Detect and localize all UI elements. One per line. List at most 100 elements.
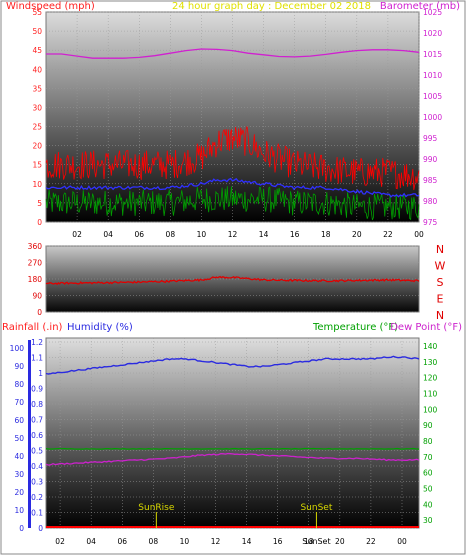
compass-label: W	[435, 260, 446, 273]
wind-x-tick-label: 14	[259, 230, 269, 239]
rain-tick-label: 0.8	[31, 400, 43, 409]
humidity-x-tick-label: 14	[242, 537, 252, 546]
wind-series	[45, 48, 420, 221]
baro-tick-label: 995	[423, 134, 438, 143]
compass-label: E	[437, 293, 444, 306]
dewpoint-axis-title: Dew Point (°F)	[390, 322, 462, 333]
wind-tick-label: 15	[32, 161, 42, 170]
wind-tick-label: 20	[32, 142, 42, 151]
temperature-tick-label: 110	[423, 389, 438, 398]
rain-tick-label: 0.2	[31, 493, 43, 502]
dir-tick-label: 0	[37, 308, 42, 317]
baro-tick-label: 975	[423, 218, 438, 227]
baro-tick-label: 1015	[423, 50, 442, 59]
wind-x-tick-label: 06	[134, 230, 144, 239]
wind-tick-label: 0	[37, 218, 42, 227]
wind-tick-label: 55	[32, 8, 42, 17]
humidity-series-line	[45, 355, 420, 375]
humidity-x-tick-label: 10	[180, 537, 190, 546]
baro-tick-label: 1010	[423, 71, 442, 80]
dir-tick-label: 90	[32, 292, 42, 301]
rainfall-axis-title: Rainfall (.in)	[2, 322, 63, 333]
sunrise-label: SunRise	[138, 503, 175, 513]
temperature-series-line	[45, 447, 420, 450]
wind-tick-label: 35	[32, 84, 42, 93]
lull-series-line	[45, 186, 420, 221]
wind-tick-label: 50	[32, 27, 42, 36]
sun-annotations: SunRise SunSet SunSet	[138, 503, 333, 546]
humidity-tick-label: 30	[14, 470, 24, 479]
barometer-axis-title: Barometer (mb)	[380, 1, 460, 12]
wind-tick-label: 45	[32, 46, 42, 55]
temperature-tick-label: 100	[423, 405, 438, 414]
temperature-axis-title: Temperature (°F)	[312, 322, 398, 333]
humidity-x-tick-label: 22	[366, 537, 376, 546]
dir-tick-label: 270	[28, 259, 43, 268]
rain-tick-label: 0.7	[31, 416, 43, 425]
rain-tick-label: 1	[38, 369, 43, 378]
humidity-x-tick-label: 02	[55, 537, 65, 546]
wind-x-tick-label: 20	[352, 230, 362, 239]
humidity-tick-label: 70	[14, 398, 24, 407]
temperature-tick-label: 30	[423, 516, 433, 525]
speed-series-line	[45, 177, 420, 198]
wind-x-tick-label: 18	[321, 230, 331, 239]
tick-labels: 0510152025303540455055975980985990995100…	[10, 8, 446, 546]
baro-tick-label: 1020	[423, 29, 442, 38]
dewpoint-series-line	[45, 452, 420, 466]
humidity-tick-label: 0	[19, 524, 24, 533]
wind-tick-label: 10	[32, 180, 42, 189]
humidity-tick-label: 90	[14, 362, 24, 371]
rain-tick-label: 1.1	[31, 354, 43, 363]
direction-gridlines	[46, 245, 419, 313]
compass-label: N	[436, 309, 444, 322]
wind-x-tick-label: 08	[166, 230, 176, 239]
rain-tick-label: 0.6	[31, 431, 43, 440]
rain-tick-label: 0.4	[31, 462, 43, 471]
humidity-tick-label: 20	[14, 488, 24, 497]
humidity-x-tick-label: 18	[304, 537, 314, 546]
baro-tick-label: 1025	[423, 8, 442, 17]
humidity-tick-label: 40	[14, 452, 24, 461]
humidity-series	[45, 355, 420, 528]
dir-tick-label: 180	[28, 275, 43, 284]
temperature-tick-label: 80	[423, 437, 433, 446]
compass-label: S	[437, 276, 444, 289]
humidity-x-tick-label: 06	[117, 537, 127, 546]
wind-x-tick-label: 16	[290, 230, 300, 239]
humidity-gridlines	[46, 338, 419, 529]
humidity-axis-title: Humidity (%)	[67, 322, 133, 333]
humidity-x-tick-label: 16	[273, 537, 283, 546]
humidity-axis-bar	[28, 340, 31, 528]
wind-x-tick-label: 00	[414, 230, 424, 239]
rain-tick-label: 0.1	[31, 509, 43, 518]
wind-tick-label: 40	[32, 65, 42, 74]
temperature-tick-label: 130	[423, 358, 438, 367]
dir-tick-label: 360	[28, 242, 43, 251]
baro-tick-label: 1000	[423, 113, 442, 122]
wind-tick-label: 30	[32, 103, 42, 112]
wind-tick-label: 25	[32, 123, 42, 132]
humidity-tick-label: 10	[14, 506, 24, 515]
compass-label: N	[436, 243, 444, 256]
humidity-panel	[45, 337, 420, 529]
baro-tick-label: 990	[423, 155, 438, 164]
rain-tick-label: 0.3	[31, 478, 43, 487]
barometer-series-line	[46, 48, 420, 59]
sunset-axis-label: SunSet	[302, 537, 330, 546]
temperature-tick-label: 50	[423, 484, 433, 493]
baro-tick-label: 980	[423, 197, 438, 206]
rain-tick-label: 0	[38, 524, 43, 533]
humidity-x-tick-label: 12	[211, 537, 221, 546]
humidity-tick-label: 60	[14, 416, 24, 425]
direction-series-line	[45, 275, 420, 286]
humidity-tick-label: 50	[14, 434, 24, 443]
temperature-tick-label: 90	[423, 421, 433, 430]
wind-x-tick-label: 04	[103, 230, 113, 239]
rain-tick-label: 0.9	[31, 385, 43, 394]
rain-tick-label: 0.5	[31, 447, 43, 456]
temperature-tick-label: 140	[423, 342, 438, 351]
gust-series-line	[45, 126, 420, 191]
